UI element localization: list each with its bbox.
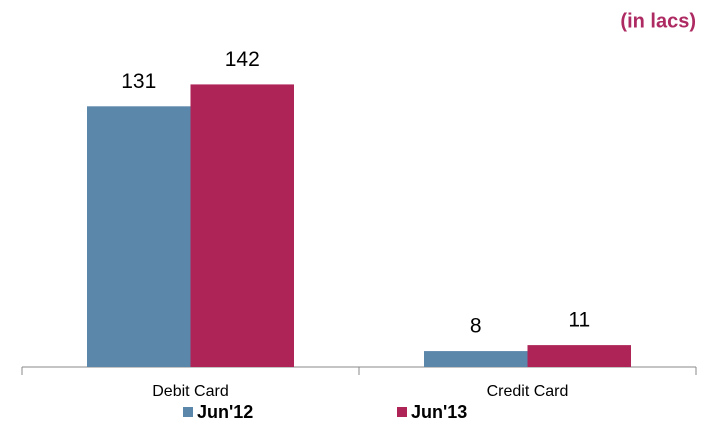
chart-subtitle: (in lacs) <box>620 10 696 32</box>
legend-swatch <box>183 407 193 417</box>
data-label: 131 <box>121 70 156 93</box>
legend-label: Jun'13 <box>411 402 467 422</box>
data-label: 142 <box>225 48 260 71</box>
x-tick-label: Debit Card <box>152 383 228 400</box>
bar <box>527 345 631 367</box>
bar <box>424 351 528 367</box>
bar <box>87 106 191 367</box>
data-label: 11 <box>568 309 590 332</box>
legend-label: Jun'12 <box>197 402 253 422</box>
x-tick-label: Credit Card <box>487 383 569 400</box>
legend-swatch <box>397 407 407 417</box>
bar <box>190 84 294 368</box>
data-label: 8 <box>470 315 482 338</box>
